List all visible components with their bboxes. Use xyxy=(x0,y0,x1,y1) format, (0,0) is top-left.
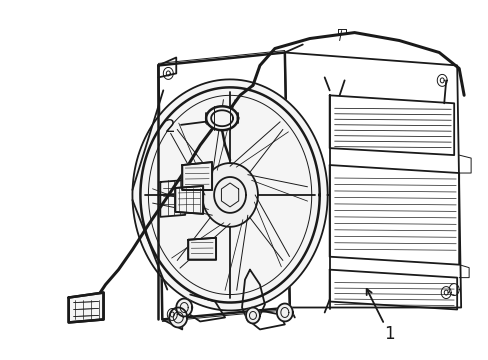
Polygon shape xyxy=(182,162,212,190)
Text: 1: 1 xyxy=(384,325,394,343)
Polygon shape xyxy=(169,307,187,328)
Polygon shape xyxy=(176,298,192,316)
Polygon shape xyxy=(68,293,103,323)
Polygon shape xyxy=(202,163,258,227)
Polygon shape xyxy=(175,186,203,214)
Polygon shape xyxy=(245,307,260,323)
Polygon shape xyxy=(206,106,238,130)
Text: 2: 2 xyxy=(164,118,175,136)
Polygon shape xyxy=(188,238,216,260)
Polygon shape xyxy=(132,80,327,310)
Polygon shape xyxy=(276,303,292,321)
